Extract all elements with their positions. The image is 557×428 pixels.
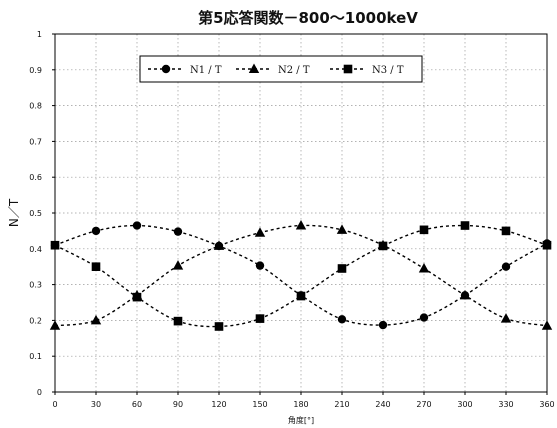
legend-label: N2 / T (278, 65, 310, 76)
data-point-square (501, 226, 511, 236)
data-point-square (214, 322, 224, 331)
y-tick-label: 0 (37, 388, 42, 397)
y-tick-label: 0.8 (29, 102, 42, 111)
x-tick-label: 150 (252, 400, 267, 409)
x-tick-label: 60 (132, 400, 142, 409)
x-tick-label: 120 (211, 400, 226, 409)
data-point-circle (255, 261, 265, 270)
data-point-circle (91, 226, 101, 236)
data-point-triangle (254, 227, 266, 237)
x-tick-label: 240 (375, 400, 390, 409)
data-point-square (542, 240, 552, 250)
data-point-circle (501, 262, 511, 271)
y-tick-label: 0.6 (29, 173, 42, 182)
data-point-triangle (500, 313, 512, 323)
y-axis-ticks: 0 0.1 0.2 0.3 0.4 0.5 0.6 0.7 0.8 0.9 1 (29, 30, 55, 397)
data-point-square (337, 264, 347, 273)
data-point-circle (378, 320, 388, 330)
data-point-square (91, 262, 101, 271)
data-point-triangle (213, 240, 225, 250)
legend-label: N3 / T (372, 65, 404, 76)
legend-entry-2: N2 / T (236, 63, 310, 76)
x-tick-label: 270 (416, 400, 431, 409)
y-tick-label: 0.2 (29, 316, 42, 325)
x-tick-label: 300 (457, 400, 472, 409)
x-tick-label: 90 (173, 400, 183, 409)
x-tick-label: 360 (539, 400, 554, 409)
legend-entry-1: N1 / T (148, 64, 222, 76)
grid (55, 34, 547, 392)
y-tick-label: 0.9 (29, 66, 42, 75)
x-tick-label: 180 (293, 400, 308, 409)
data-point-square (255, 314, 265, 323)
series-3 (50, 221, 552, 331)
legend-entry-3: N3 / T (330, 64, 404, 76)
legend-label: N1 / T (190, 65, 222, 76)
x-tick-label: 0 (52, 400, 57, 409)
data-point-triangle (172, 260, 184, 270)
y-tick-label: 1 (37, 30, 42, 39)
y-tick-label: 0.5 (29, 209, 42, 218)
x-tick-label: 30 (91, 400, 101, 409)
data-point-square (296, 291, 306, 301)
data-point-triangle (418, 262, 430, 273)
legend-marker-triangle (248, 63, 260, 73)
data-point-square (50, 240, 60, 250)
data-point-triangle (336, 224, 348, 234)
series (49, 220, 553, 331)
data-point-triangle (541, 320, 553, 330)
legend: N1 / T N2 / T N3 / T (139, 55, 423, 83)
data-point-square (460, 221, 470, 230)
data-point-circle (132, 221, 142, 230)
data-point-square (419, 225, 429, 235)
data-point-square (378, 241, 388, 251)
data-point-triangle (459, 289, 471, 300)
data-point-triangle (49, 320, 61, 330)
data-point-circle (173, 227, 183, 236)
data-point-circle (337, 315, 347, 324)
x-axis-ticks: 0 30 60 90 120 150 180 210 240 270 300 330 360 (52, 392, 555, 409)
legend-box (139, 55, 423, 83)
x-tick-label: 330 (498, 400, 513, 409)
y-tick-label: 0.7 (29, 137, 42, 146)
y-axis-label: N／T (7, 198, 21, 227)
data-point-square (132, 292, 142, 302)
data-point-triangle (90, 314, 102, 325)
legend-marker-circle (161, 64, 171, 74)
chart-title: 第5応答関数－800～1000keV (198, 9, 418, 27)
x-axis-label: 角度[°] (288, 415, 314, 425)
y-tick-label: 0.3 (29, 281, 42, 290)
y-tick-label: 0.4 (29, 245, 42, 254)
y-tick-label: 0.1 (29, 352, 42, 361)
data-point-triangle (295, 220, 307, 230)
legend-marker-square (343, 64, 353, 74)
x-tick-label: 210 (334, 400, 349, 409)
data-point-circle (419, 313, 429, 322)
data-point-square (173, 316, 183, 326)
